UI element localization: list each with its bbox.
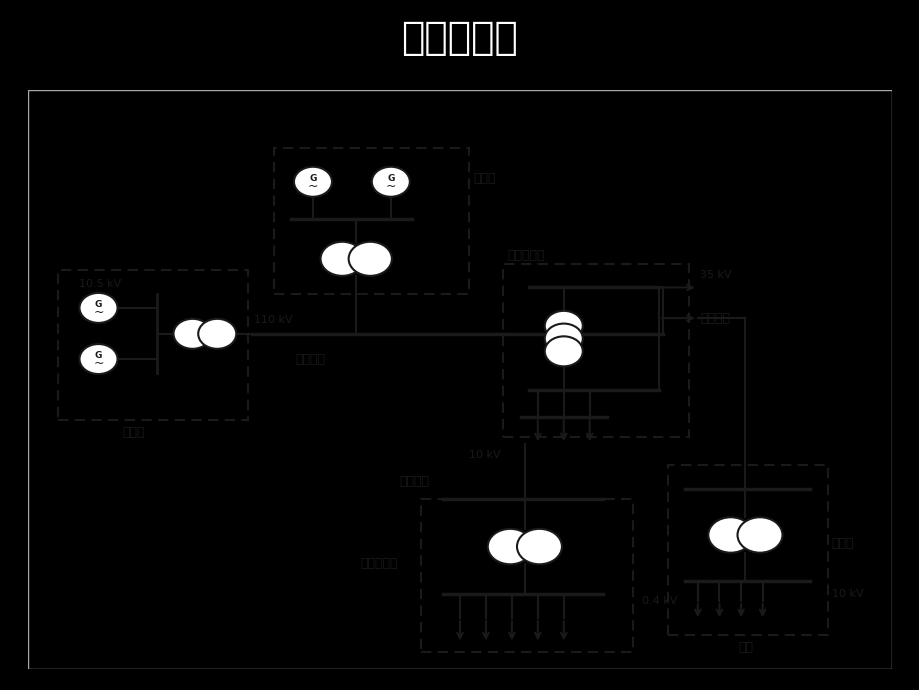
Text: 送电线路: 送电线路 — [295, 353, 325, 366]
Text: 10 kV: 10 kV — [468, 449, 500, 460]
Circle shape — [544, 324, 582, 353]
Circle shape — [320, 241, 363, 276]
Bar — [421, 499, 632, 652]
Text: 用户: 用户 — [737, 641, 752, 654]
Bar — [503, 264, 688, 437]
Circle shape — [737, 518, 782, 553]
Bar — [274, 148, 468, 294]
Text: 发电厂: 发电厂 — [122, 426, 145, 439]
Text: G: G — [309, 174, 316, 183]
Text: G: G — [387, 174, 394, 183]
Text: 10.5 kV: 10.5 kV — [79, 279, 121, 289]
Text: 0.4 kV: 0.4 kV — [641, 596, 676, 606]
Text: ~: ~ — [93, 306, 104, 319]
Text: 电力系统图: 电力系统图 — [401, 19, 518, 57]
Circle shape — [348, 241, 391, 276]
Text: ~: ~ — [307, 180, 318, 193]
Text: 发电厂: 发电厂 — [472, 172, 495, 185]
Circle shape — [487, 529, 532, 564]
Text: G: G — [95, 300, 102, 309]
Text: 送电线路: 送电线路 — [699, 312, 730, 324]
Circle shape — [544, 336, 582, 366]
Circle shape — [294, 167, 332, 197]
Text: 10 kV: 10 kV — [831, 589, 863, 600]
Bar — [667, 465, 827, 635]
Text: 变电所: 变电所 — [831, 537, 854, 550]
Text: 110 kV: 110 kV — [254, 315, 292, 325]
Text: ~: ~ — [385, 180, 396, 193]
Circle shape — [198, 319, 236, 349]
Text: 35 kV: 35 kV — [699, 270, 732, 280]
Circle shape — [79, 293, 118, 323]
Circle shape — [79, 344, 118, 374]
Text: 用户交电所: 用户交电所 — [360, 557, 398, 570]
Circle shape — [516, 529, 562, 564]
Text: ~: ~ — [93, 357, 104, 371]
Text: G: G — [95, 351, 102, 360]
Circle shape — [174, 319, 211, 349]
Text: 配电线路: 配电线路 — [399, 475, 429, 489]
Text: 区域变电所: 区域变电所 — [507, 249, 544, 262]
Circle shape — [544, 310, 582, 341]
Circle shape — [708, 518, 753, 553]
Bar — [58, 270, 248, 420]
Circle shape — [371, 167, 409, 197]
